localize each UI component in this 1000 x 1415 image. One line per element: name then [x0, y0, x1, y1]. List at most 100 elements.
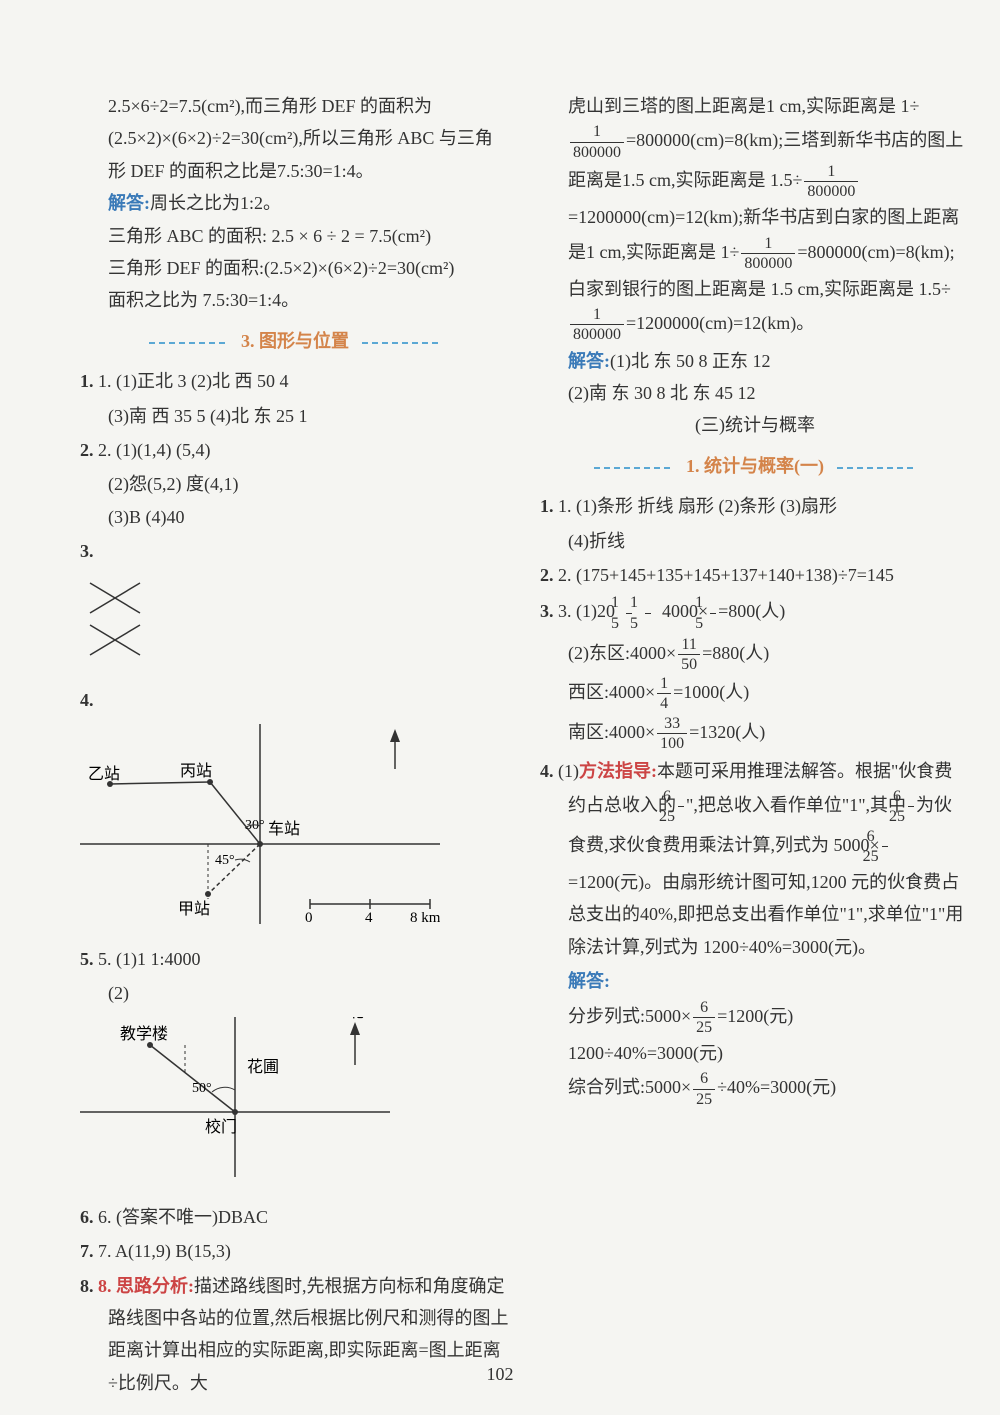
section-header: 3. 图形与位置 — [80, 325, 510, 357]
fraction: 15 — [645, 593, 651, 632]
right-column: 虎山到三塔的图上距离是1 cm,实际距离是 1÷1800000=800000(c… — [540, 90, 970, 1401]
paragraph: 三角形 ABC 的面积: 2.5 × 6 ÷ 2 = 7.5(cm²) — [80, 220, 510, 252]
text: =880(人) — [702, 643, 769, 663]
bing-label: 丙站 — [180, 762, 212, 780]
text: =1200(元) — [717, 1005, 793, 1025]
fraction: 15 — [710, 593, 716, 632]
r-q3c: 西区:4000×14=1000(人) — [540, 674, 970, 713]
question-7: 7. 7. A(11,9) B(15,3) — [80, 1235, 510, 1267]
section-header: 1. 统计与概率(一) — [540, 450, 970, 482]
text: =1320(人) — [689, 721, 765, 741]
method-label: 方法指导: — [579, 761, 657, 781]
text: 6. (答案不唯一)DBAC — [98, 1207, 268, 1227]
fraction: 1800000 — [741, 234, 795, 273]
fraction: 625 — [693, 998, 715, 1037]
text: 虎山到三塔的图上距离是1 cm,实际距离是 — [568, 96, 896, 116]
text: 周长之比为1:2。 — [150, 193, 281, 213]
text: 1. (1)正北 3 (2)北 西 50 4 — [98, 371, 288, 391]
analysis-label: 8. 思路分析: — [98, 1276, 194, 1296]
question-2c: (3)B (4)40 — [80, 501, 510, 533]
fraction: 1800000 — [570, 122, 624, 161]
paragraph: 面积之比为 7.5:30=1:4。 — [80, 284, 510, 316]
fraction: 625 — [678, 787, 684, 826]
xiaomen-label: 校门 — [205, 1118, 237, 1136]
two-column-layout: 2.5×6÷2=7.5(cm²),而三角形 DEF 的面积为(2.5×2)×(6… — [80, 90, 940, 1401]
text: =1200(元)。由扇形统计图可知,1200 元的伙食费占总支出的40%,即把总… — [568, 872, 963, 957]
fraction: 625 — [908, 787, 914, 826]
answer-line-2: (2)南 东 30 8 北 东 45 12 — [540, 377, 970, 409]
north-label-2: 北 — [348, 1017, 364, 1021]
paragraph: 三角形 DEF 的面积:(2.5×2)×(6×2)÷2=30(cm²) — [80, 252, 510, 284]
text: (2)东区:4000× — [568, 643, 676, 663]
paragraph: 虎山到三塔的图上距离是1 cm,实际距离是 1÷1800000=800000(c… — [540, 90, 970, 345]
yi-label: 乙站 — [88, 765, 120, 783]
text: =800(人) — [718, 601, 785, 621]
jia-label: 甲站 — [178, 900, 210, 918]
left-column: 2.5×6÷2=7.5(cm²),而三角形 DEF 的面积为(2.5×2)×(6… — [80, 90, 510, 1401]
answer-label: 解答: — [568, 351, 610, 371]
question-5b: (2) — [80, 977, 510, 1009]
scale-4: 4 — [365, 910, 373, 924]
angle-30: 30° — [245, 818, 265, 833]
diagram-3-crosses — [80, 575, 510, 675]
fraction: 1800000 — [804, 162, 858, 201]
question-4: 4. — [80, 684, 510, 716]
question-2b: (2)怨(5,2) 度(4,1) — [80, 468, 510, 500]
r-q4e: 综合列式:5000×625÷40%=3000(元) — [540, 1069, 970, 1108]
answer-label-row: 解答: — [540, 965, 970, 997]
question-5: 5. 5. (1)1 1:4000 — [80, 943, 510, 975]
text: ÷40%=3000(元) — [717, 1077, 836, 1097]
fraction: 1800000 — [570, 305, 624, 344]
scale-8: 8 km — [410, 910, 440, 924]
paragraph: 解答:周长之比为1:2。 — [80, 187, 510, 219]
r-q4: 4. (1)方法指导:本题可采用推理法解答。根据"伙食费约占总收入的625",把… — [540, 755, 970, 963]
text: 西区:4000× — [568, 682, 655, 702]
r-q4c: 分步列式:5000×625=1200(元) — [540, 998, 970, 1037]
text: 综合列式:5000× — [568, 1077, 691, 1097]
r-q3: 3. 3. (1)20 15 15 4000×15=800(人) — [540, 593, 970, 632]
r-q3b: (2)东区:4000×1150=880(人) — [540, 635, 970, 674]
text: 3. (1)20 — [558, 601, 615, 621]
section-title: 1. 统计与概率(一) — [686, 456, 824, 476]
section-title: 3. 图形与位置 — [241, 331, 349, 351]
angle-45: 45° — [215, 853, 235, 868]
fraction: 625 — [693, 1069, 715, 1108]
r-q2: 2. 2. (175+145+135+145+137+140+138)÷7=14… — [540, 559, 970, 591]
text: ",把总收入看作单位"1",其中 — [686, 795, 906, 815]
question-8: 8. 8. 思路分析:描述路线图时,先根据方向标和角度确定路线图中各站的位置,然… — [80, 1270, 510, 1400]
r-q4d: 1200÷40%=3000(元) — [540, 1037, 970, 1069]
station-label: 车站 — [268, 820, 300, 838]
text: 2. (1)(1,4) (5,4) — [98, 440, 210, 460]
scale-0: 0 — [305, 910, 313, 924]
text: 分步列式:5000× — [568, 1005, 691, 1025]
diagram-5-school: 北 教学楼 花圃 校门 50° — [80, 1017, 510, 1192]
fraction: 14 — [657, 674, 671, 713]
text: 5. (1)1 1:4000 — [98, 949, 201, 969]
fraction: 625 — [882, 827, 888, 866]
jiaoxue-label: 教学楼 — [120, 1025, 168, 1043]
question-1: 1. 1. (1)正北 3 (2)北 西 50 4 — [80, 365, 510, 397]
north-label: 北 — [390, 724, 406, 726]
r-q1: 1. 1. (1)条形 折线 扇形 (2)条形 (3)扇形 — [540, 490, 970, 522]
page-number: 102 — [487, 1358, 514, 1390]
text: 2. (175+145+135+145+137+140+138)÷7=145 — [558, 565, 894, 585]
r-q1b: (4)折线 — [540, 525, 970, 557]
text: =1000(人) — [673, 682, 749, 702]
answer-line: 解答:(1)北 东 50 8 正东 12 — [540, 345, 970, 377]
text: =1200000(cm)=12(km)。 — [626, 313, 814, 333]
text: 南区:4000× — [568, 721, 655, 741]
paragraph: 2.5×6÷2=7.5(cm²),而三角形 DEF 的面积为(2.5×2)×(6… — [80, 90, 510, 187]
question-3: 3. — [80, 535, 510, 567]
big-section: (三)统计与概率 — [540, 409, 970, 441]
text: =800000(cm)=8(km);三塔到新华书店的图上距离是1.5 cm,实际… — [568, 130, 963, 189]
text: (1)北 东 50 8 正东 12 — [610, 351, 771, 371]
text: 1. (1)条形 折线 扇形 (2)条形 (3)扇形 — [558, 496, 837, 516]
diagram-4-map: 北 乙站 丙站 车站 甲站 45° 30° — [80, 724, 510, 934]
question-6: 6. 6. (答案不唯一)DBAC — [80, 1201, 510, 1233]
question-2: 2. 2. (1)(1,4) (5,4) — [80, 434, 510, 466]
huapu-label: 花圃 — [247, 1058, 279, 1076]
r-q3d: 南区:4000×33100=1320(人) — [540, 714, 970, 753]
angle-50: 50° — [192, 1081, 212, 1096]
answer-label: 解答: — [568, 971, 610, 991]
question-1b: (3)南 西 35 5 (4)北 东 25 1 — [80, 400, 510, 432]
